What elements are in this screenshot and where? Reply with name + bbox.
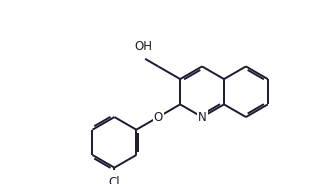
Text: O: O (154, 111, 163, 123)
Text: OH: OH (134, 40, 153, 53)
Text: Cl: Cl (109, 176, 120, 184)
Text: N: N (198, 111, 206, 123)
